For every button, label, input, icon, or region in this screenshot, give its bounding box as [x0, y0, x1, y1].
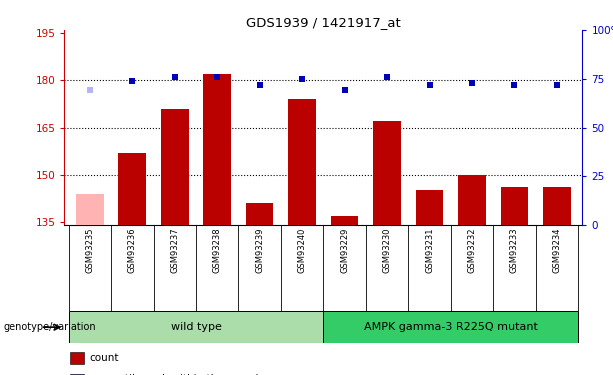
Bar — [501, 187, 528, 225]
Text: GSM93235: GSM93235 — [85, 228, 94, 273]
Bar — [288, 99, 316, 225]
Text: GSM93232: GSM93232 — [468, 228, 476, 273]
Bar — [416, 190, 443, 225]
Bar — [324, 311, 578, 343]
Bar — [373, 121, 401, 225]
Bar — [118, 153, 146, 225]
Text: GSM93239: GSM93239 — [255, 228, 264, 273]
Text: GSM93230: GSM93230 — [383, 228, 392, 273]
Bar — [458, 175, 485, 225]
Text: count: count — [89, 353, 118, 363]
Text: GSM93229: GSM93229 — [340, 228, 349, 273]
Text: wild type: wild type — [170, 322, 221, 332]
Text: GSM93237: GSM93237 — [170, 228, 179, 273]
Bar — [76, 194, 104, 225]
Bar — [331, 216, 359, 225]
Text: genotype/variation: genotype/variation — [3, 322, 96, 332]
Bar — [543, 187, 571, 225]
Text: GSM93240: GSM93240 — [298, 228, 306, 273]
Text: GSM93238: GSM93238 — [213, 228, 222, 273]
Text: GSM93233: GSM93233 — [510, 228, 519, 273]
Text: GSM93234: GSM93234 — [552, 228, 562, 273]
Bar — [69, 311, 324, 343]
Bar — [204, 74, 231, 225]
Text: AMPK gamma-3 R225Q mutant: AMPK gamma-3 R225Q mutant — [364, 322, 538, 332]
Text: GSM93231: GSM93231 — [425, 228, 434, 273]
Text: GSM93236: GSM93236 — [128, 228, 137, 273]
Bar — [161, 109, 189, 225]
Bar — [246, 203, 273, 225]
Title: GDS1939 / 1421917_at: GDS1939 / 1421917_at — [246, 16, 401, 29]
